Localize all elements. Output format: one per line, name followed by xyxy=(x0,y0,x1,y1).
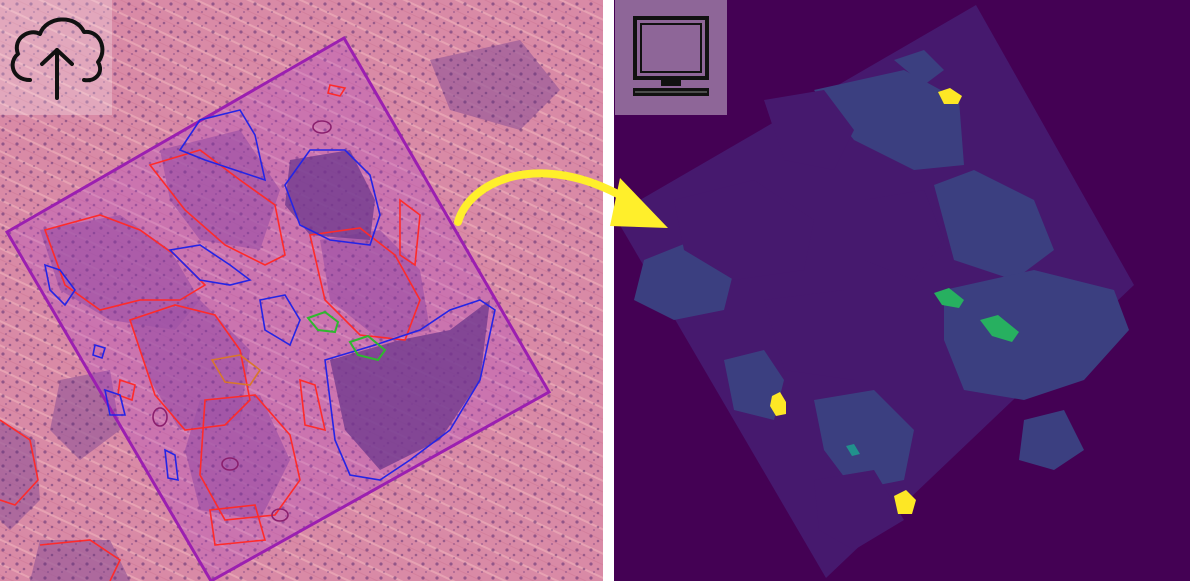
monitor-icon xyxy=(615,0,727,115)
mask-class-purple xyxy=(674,90,944,550)
red-contours xyxy=(0,84,421,581)
green-contours xyxy=(306,310,387,362)
segmentation-mask-panel xyxy=(614,0,1190,581)
mask-roi-region xyxy=(614,5,1134,578)
mask-class-blue xyxy=(634,50,1129,490)
magenta-contours xyxy=(152,120,332,522)
mask-class-green xyxy=(934,288,1019,342)
histology-image-panel xyxy=(0,0,603,581)
cell-nuclei-texture xyxy=(0,0,603,581)
orange-contour xyxy=(210,354,262,386)
cloud-upload-icon xyxy=(0,0,112,115)
roi-box xyxy=(4,35,552,581)
mask-class-teal xyxy=(846,444,860,456)
segmentation-mask xyxy=(614,0,1190,581)
blue-contours xyxy=(43,109,496,482)
mask-class-yellow xyxy=(770,88,962,514)
histology-image xyxy=(0,0,603,581)
